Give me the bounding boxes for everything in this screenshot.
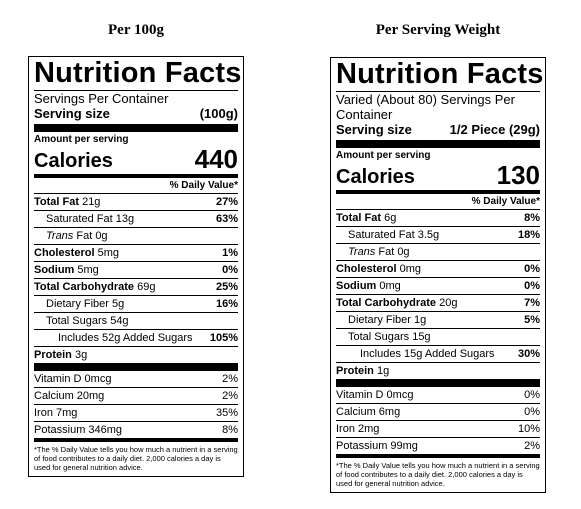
nutrient-row-dietary-fiber: Dietary Fiber 1g 5% bbox=[336, 311, 540, 328]
nutrition-label-per-100g: Nutrition Facts Servings Per Container S… bbox=[28, 56, 244, 477]
nutrient-row-sodium: Sodium 5mg 0% bbox=[34, 261, 238, 278]
nutrient-row-sodium: Sodium 0mg 0% bbox=[336, 277, 540, 294]
serving-size-value: 1/2 Piece (29g) bbox=[449, 122, 540, 137]
label-title: Nutrition Facts bbox=[34, 57, 242, 89]
calories-value: 440 bbox=[194, 144, 238, 174]
nutrient-row-trans-fat: Trans Fat 0g bbox=[34, 227, 238, 244]
nutrient-row-trans-fat: Trans Fat 0g bbox=[336, 243, 540, 260]
daily-value-header: % Daily Value* bbox=[471, 196, 540, 207]
servings-per-container: Varied (About 80) Servings Per Container bbox=[336, 92, 515, 122]
serving-size-row: Serving size 1/2 Piece (29g) bbox=[336, 122, 540, 138]
nutrient-row-saturated-fat: Saturated Fat 3.5g 18% bbox=[336, 226, 540, 243]
calories-label: Calories bbox=[336, 166, 415, 188]
calories-row: Calories 130 bbox=[336, 162, 540, 188]
daily-value-header: % Daily Value* bbox=[169, 180, 238, 191]
daily-value-footnote: *The % Daily Value tells you how much a … bbox=[336, 461, 540, 488]
vitamin-row-potassium: Potassium 346mg 8% bbox=[34, 421, 238, 438]
heading-per-serving-weight: Per Serving Weight bbox=[375, 22, 501, 38]
nutrient-row-added-sugars: Includes 15g Added Sugars 30% bbox=[336, 345, 540, 362]
nutrient-row-total-fat: Total Fat 21g 27% bbox=[34, 193, 238, 210]
vitamin-row-potassium: Potassium 99mg 2% bbox=[336, 437, 540, 454]
nutrient-row-added-sugars: Includes 52g Added Sugars 105% bbox=[34, 329, 238, 346]
nutrient-row-saturated-fat: Saturated Fat 13g 63% bbox=[34, 210, 238, 227]
vitamin-row-calcium: Calcium 20mg 2% bbox=[34, 387, 238, 404]
heading-per-100g: Per 100g bbox=[108, 22, 164, 38]
amount-per-serving: Amount per serving bbox=[336, 150, 431, 161]
vitamin-row-calcium: Calcium 6mg 0% bbox=[336, 403, 540, 420]
nutrient-row-protein: Protein 1g bbox=[336, 362, 540, 379]
nutrient-row-protein: Protein 3g bbox=[34, 346, 238, 363]
serving-size-label: Serving size bbox=[336, 122, 412, 137]
vitamin-row-iron: Iron 7mg 35% bbox=[34, 404, 238, 421]
serving-size-row: Serving size (100g) bbox=[34, 106, 238, 122]
calories-row: Calories 440 bbox=[34, 146, 238, 172]
nutrient-row-total-carbohydrate: Total Carbohydrate 20g 7% bbox=[336, 294, 540, 311]
calories-value: 130 bbox=[496, 160, 540, 190]
nutrient-row-total-fat: Total Fat 6g 8% bbox=[336, 209, 540, 226]
nutrition-label-per-serving: Nutrition Facts Varied (About 80) Servin… bbox=[330, 57, 546, 493]
vitamin-row-vitamin-d: Vitamin D 0mcg 0% bbox=[336, 389, 540, 401]
servings-per-container: Servings Per Container bbox=[34, 91, 169, 106]
nutrient-row-cholesterol: Cholesterol 5mg 1% bbox=[34, 244, 238, 261]
vitamin-row-iron: Iron 2mg 10% bbox=[336, 420, 540, 437]
label-title: Nutrition Facts bbox=[336, 58, 544, 90]
nutrient-row-total-carbohydrate: Total Carbohydrate 69g 25% bbox=[34, 278, 238, 295]
nutrient-row-cholesterol: Cholesterol 0mg 0% bbox=[336, 260, 540, 277]
nutrient-row-total-sugars: Total Sugars 54g bbox=[34, 312, 238, 329]
serving-size-label: Serving size bbox=[34, 106, 110, 121]
calories-label: Calories bbox=[34, 150, 113, 172]
vitamin-row-vitamin-d: Vitamin D 0mcg 2% bbox=[34, 373, 238, 385]
serving-size-value: (100g) bbox=[199, 106, 238, 121]
amount-per-serving: Amount per serving bbox=[34, 134, 129, 145]
nutrient-row-dietary-fiber: Dietary Fiber 5g 16% bbox=[34, 295, 238, 312]
daily-value-footnote: *The % Daily Value tells you how much a … bbox=[34, 445, 238, 472]
nutrient-row-total-sugars: Total Sugars 15g bbox=[336, 328, 540, 345]
